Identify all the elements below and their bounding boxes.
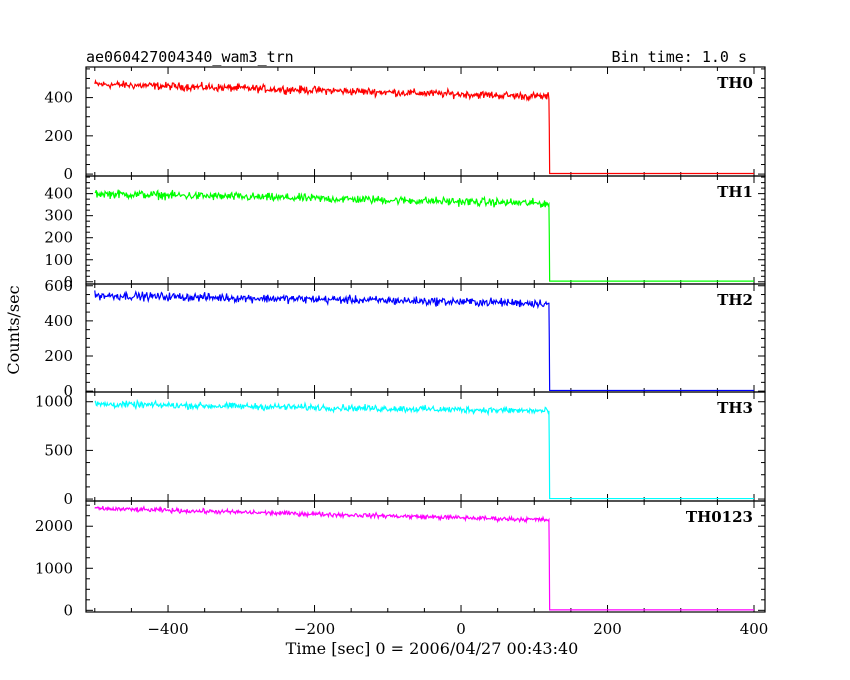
chart-title: ae060427004340_wam3_trn [86, 48, 294, 66]
x-tick-label: 0 [456, 620, 466, 638]
y-tick-label: 0 [63, 273, 73, 291]
panel-frame-th0 [85, 66, 766, 177]
y-tick-label: 500 [44, 441, 73, 459]
y-tick-label: 300 [44, 207, 73, 225]
series-line-th0123 [94, 505, 755, 611]
panels-group: 0 200 400 TH0 0 100 200 300 400 TH1 0 200 400 600 TH2 0… [35, 66, 769, 638]
series-line-th1 [94, 189, 755, 282]
y-tick-label: 1000 [35, 559, 73, 577]
panel-label-th1: TH1 [717, 183, 753, 201]
y-tick-label: 0 [63, 165, 73, 183]
bin-time-label: Bin time: 1.0 s [612, 48, 747, 66]
series-line-th0 [94, 78, 755, 175]
panel-label-th0123: TH0123 [686, 508, 753, 526]
y-tick-label: 0 [63, 601, 73, 619]
y-axis-title: Counts/sec [4, 285, 23, 374]
y-tick-label: 0 [63, 382, 73, 400]
y-tick-label: 200 [44, 229, 73, 247]
series-line-th3 [94, 398, 755, 500]
y-tick-label: 400 [44, 89, 73, 107]
panel-frame-th1 [85, 175, 766, 285]
panel-frame-th0123 [85, 500, 766, 613]
panel-label-th2: TH2 [717, 291, 753, 309]
x-axis-title: Time [sec] 0 = 2006/04/27 00:43:40 [286, 639, 579, 658]
x-tick-label: −400 [147, 620, 188, 638]
panel-label-th0: TH0 [717, 74, 753, 92]
y-tick-label: 200 [44, 347, 73, 365]
y-tick-label: 0 [63, 490, 73, 508]
y-tick-label: 2000 [35, 517, 73, 535]
y-tick-label: 400 [44, 185, 73, 203]
y-tick-label: 400 [44, 312, 73, 330]
panel-label-th3: TH3 [717, 399, 753, 417]
x-tick-label: 200 [593, 620, 622, 638]
series-line-th2 [94, 289, 755, 392]
y-tick-label: 100 [44, 251, 73, 269]
y-tick-label: 600 [44, 277, 73, 295]
x-tick-label: 400 [740, 620, 769, 638]
y-tick-label: 1000 [35, 393, 73, 411]
y-tick-label: 200 [44, 127, 73, 145]
x-tick-label: −200 [294, 620, 335, 638]
